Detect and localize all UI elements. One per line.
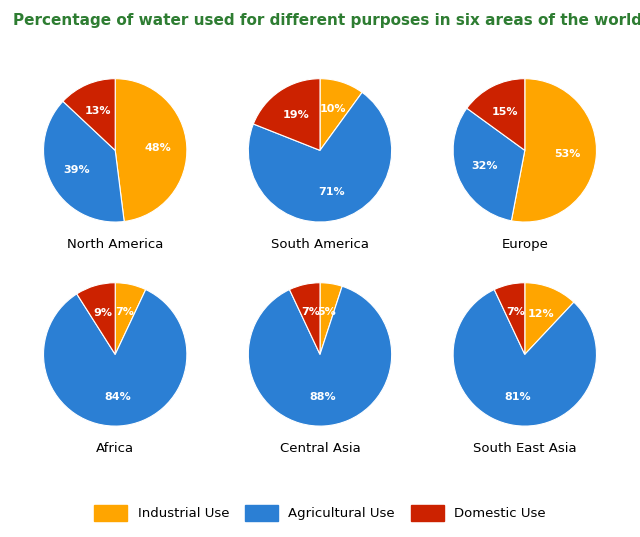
Text: 32%: 32% [472, 161, 498, 171]
Text: 13%: 13% [85, 106, 111, 116]
Wedge shape [320, 283, 342, 354]
Wedge shape [453, 289, 596, 426]
Wedge shape [63, 79, 115, 150]
Text: South America: South America [271, 238, 369, 251]
Text: North America: North America [67, 238, 163, 251]
Text: 39%: 39% [63, 165, 90, 175]
Text: 15%: 15% [492, 107, 518, 117]
Text: 88%: 88% [309, 393, 336, 402]
Wedge shape [511, 79, 596, 222]
Wedge shape [494, 283, 525, 354]
Text: 19%: 19% [282, 110, 309, 120]
Text: Africa: Africa [96, 442, 134, 455]
Wedge shape [115, 79, 187, 221]
Text: 84%: 84% [104, 393, 131, 402]
Text: 10%: 10% [320, 105, 346, 114]
Text: 7%: 7% [506, 308, 525, 317]
Wedge shape [115, 283, 146, 354]
Wedge shape [453, 108, 525, 221]
Wedge shape [253, 79, 320, 150]
Legend: Industrial Use, Agricultural Use, Domestic Use: Industrial Use, Agricultural Use, Domest… [88, 498, 552, 528]
Text: 7%: 7% [301, 308, 320, 317]
Text: 7%: 7% [115, 308, 134, 317]
Text: 71%: 71% [319, 187, 346, 197]
Wedge shape [248, 92, 392, 222]
Text: South East Asia: South East Asia [473, 442, 577, 455]
Text: 9%: 9% [93, 308, 113, 318]
Text: 12%: 12% [527, 309, 554, 320]
Wedge shape [44, 289, 187, 426]
Text: 5%: 5% [317, 307, 336, 317]
Wedge shape [77, 283, 115, 354]
Wedge shape [289, 283, 320, 354]
Text: 81%: 81% [505, 392, 531, 402]
Text: 48%: 48% [145, 143, 172, 153]
Wedge shape [525, 283, 574, 354]
Text: Central Asia: Central Asia [280, 442, 360, 455]
Wedge shape [467, 79, 525, 150]
Wedge shape [320, 79, 362, 150]
Text: Europe: Europe [501, 238, 548, 251]
Wedge shape [248, 286, 392, 426]
Wedge shape [44, 101, 124, 222]
Text: 53%: 53% [554, 149, 581, 159]
Text: Percentage of water used for different purposes in six areas of the world.: Percentage of water used for different p… [13, 13, 640, 28]
